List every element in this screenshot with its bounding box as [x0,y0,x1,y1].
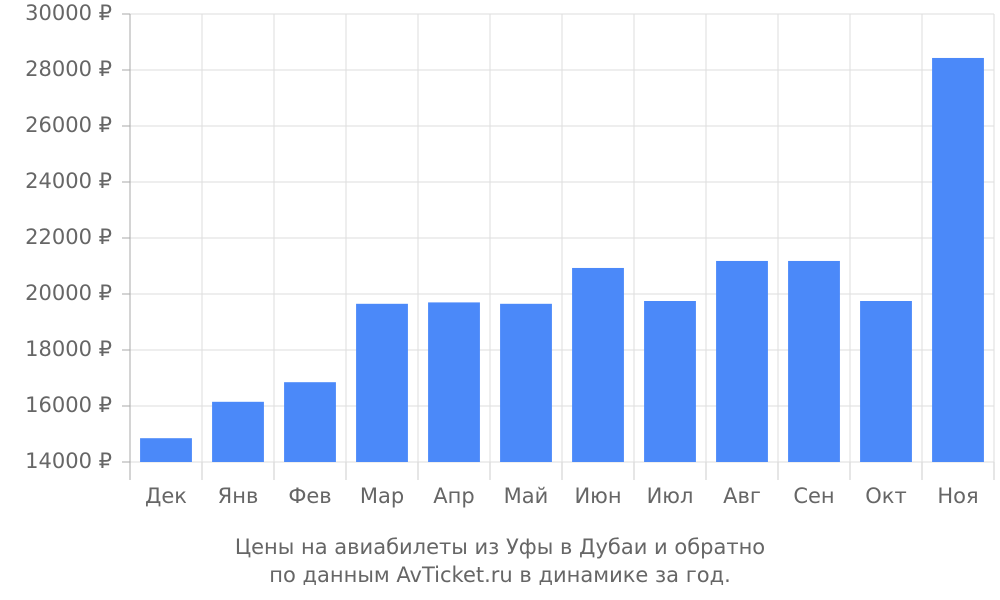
y-tick-label: 18000 ₽ [25,337,112,361]
bar [356,303,408,462]
y-tick-label: 20000 ₽ [25,281,112,305]
x-tick-label: Апр [433,484,474,508]
bar [860,301,912,462]
x-tick-label: Июл [647,484,694,508]
x-tick-label: Дек [145,484,187,508]
bar [428,302,480,462]
y-tick-label: 14000 ₽ [25,449,112,473]
bar [788,260,840,462]
chart-title: Цены на авиабилеты из Уфы в Дубаи и обра… [235,535,765,559]
y-tick-label: 28000 ₽ [25,57,112,81]
bar [716,260,768,462]
x-tick-label: Сен [793,484,834,508]
bar [140,438,192,462]
bar [572,267,624,462]
x-tick-label: Янв [218,484,259,508]
chart-title: по данным AvTicket.ru в динамике за год. [269,563,731,587]
x-tick-label: Окт [865,484,906,508]
bar [932,57,984,463]
x-tick-label: Июн [574,484,621,508]
y-tick-label: 16000 ₽ [25,393,112,417]
y-tick-label: 22000 ₽ [25,225,112,249]
bar [644,301,696,462]
bar [212,401,264,462]
bar [500,303,552,462]
y-tick-label: 24000 ₽ [25,169,112,193]
x-tick-label: Ноя [937,484,978,508]
bar [284,382,336,462]
x-tick-label: Май [504,484,549,508]
x-tick-label: Мар [360,484,404,508]
x-tick-label: Авг [723,484,761,508]
x-tick-label: Фев [288,484,331,508]
y-tick-label: 30000 ₽ [25,1,112,25]
y-tick-label: 26000 ₽ [25,113,112,137]
